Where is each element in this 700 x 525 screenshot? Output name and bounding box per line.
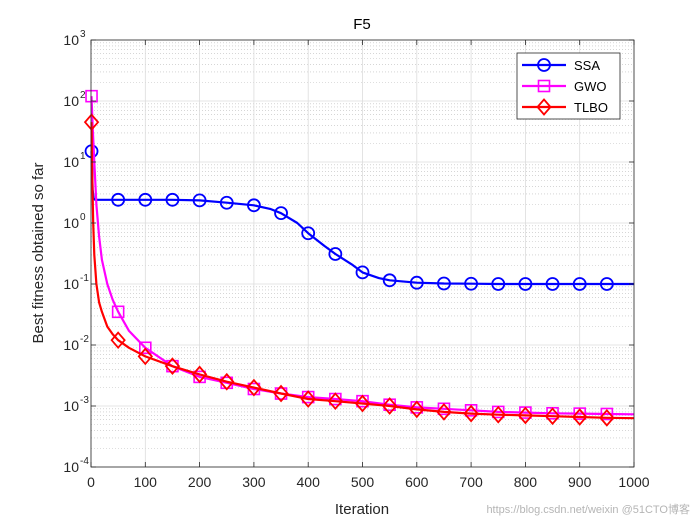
y-tick-exponent: 2 [80, 90, 86, 101]
series-marker-ssa [219, 195, 234, 210]
series-marker-tlbo [137, 347, 153, 366]
y-tick-label: 10 [63, 93, 79, 109]
x-tick-label: 200 [188, 474, 212, 490]
series-marker-gwo [139, 341, 152, 355]
series-marker-tlbo [517, 406, 534, 425]
x-tick-label: 900 [568, 474, 592, 490]
series-line-tlbo [90, 122, 635, 420]
y-tick-label: 10 [63, 398, 79, 414]
series-marker-ssa [599, 277, 614, 291]
ticks-layer: 10 -410 -310 -210 -110 010 110 210 30 100 200 300 40… [63, 29, 649, 490]
y-tick-exponent: 3 [80, 29, 86, 40]
series-marker-ssa [572, 277, 587, 291]
series-line-gwo [90, 96, 635, 416]
series-marker-gwo [600, 407, 614, 421]
series-marker-tlbo [246, 378, 262, 397]
series-marker-ssa [355, 265, 370, 280]
y-axis-label: Best fitness obtained so far [30, 163, 47, 344]
y-tick-base: 10 [63, 459, 79, 475]
y-tick-label: 10 [63, 154, 79, 170]
series-marker-tlbo [300, 390, 316, 408]
series-marker-tlbo [463, 404, 479, 423]
series-marker-ssa [464, 276, 479, 291]
x-tick-label: 500 [351, 474, 375, 490]
series-marker-ssa [328, 247, 343, 261]
series-marker-tlbo [191, 365, 208, 384]
y-tick-label: 10 [63, 276, 79, 292]
x-axis-label: Iteration [335, 501, 389, 518]
y-tick-exponent: -4 [80, 456, 89, 467]
x-tick-label: 0 [87, 474, 95, 490]
series-marker-tlbo [490, 405, 506, 424]
series-marker-ssa [111, 192, 126, 207]
chart-title: F5 [353, 16, 371, 33]
y-tick-base: 10 [63, 398, 79, 414]
series-marker-ssa [192, 193, 207, 208]
y-tick-label: 10 [63, 459, 79, 475]
y-tick-base: 10 [63, 93, 79, 109]
x-tick-label: 400 [297, 474, 321, 490]
y-tick-label: 10 [63, 32, 79, 48]
y-tick-base: 10 [63, 276, 79, 292]
series-marker-tlbo [273, 384, 289, 403]
series-marker-ssa [518, 277, 533, 291]
series-marker-tlbo [83, 113, 100, 132]
series-marker-tlbo [110, 331, 126, 350]
series-marker-ssa [491, 277, 506, 291]
series-marker-gwo [111, 305, 125, 319]
y-tick-exponent: 1 [80, 151, 86, 162]
series-marker-tlbo [544, 407, 561, 426]
x-tick-label: 100 [134, 474, 158, 490]
x-tick-label: 1000 [618, 474, 649, 490]
series-marker-tlbo [327, 392, 344, 411]
series-marker-tlbo [436, 403, 452, 421]
series-marker-ssa [138, 192, 153, 207]
watermark: https://blog.csdn.net/weixin @51CTO博客 [486, 504, 690, 516]
y-tick-label: 10 [63, 215, 79, 231]
y-tick-base: 10 [63, 154, 79, 170]
series-marker-tlbo [599, 408, 615, 427]
series-line-ssa [90, 151, 634, 286]
series-marker-ssa [246, 198, 261, 213]
series-marker-ssa [274, 206, 288, 221]
legend-marker-tlbo [536, 98, 552, 116]
series-layer [83, 89, 635, 427]
legend-label-gwo: GWO [574, 79, 607, 94]
y-tick-exponent: 0 [80, 212, 86, 223]
series-marker-ssa [165, 192, 180, 207]
series-marker-tlbo [409, 400, 425, 419]
y-tick-base: 10 [63, 215, 79, 231]
series-marker-ssa [545, 277, 560, 291]
legend-label-tlbo: TLBO [574, 100, 608, 115]
x-tick-label: 600 [405, 474, 429, 490]
series-marker-ssa [409, 275, 424, 290]
x-tick-label: 700 [459, 474, 483, 490]
series-marker-tlbo [381, 397, 398, 415]
series-marker-tlbo [219, 372, 235, 391]
series-marker-tlbo [354, 394, 371, 413]
series-marker-ssa [382, 273, 397, 288]
y-tick-exponent: -3 [80, 395, 89, 406]
legend-label-ssa: SSA [574, 58, 600, 73]
series-marker-ssa [437, 276, 451, 291]
legend: SSA GWO TLBO [516, 52, 621, 120]
grid-minor [91, 42, 634, 449]
series-marker-tlbo [572, 408, 588, 426]
x-tick-label: 300 [242, 474, 266, 490]
series-marker-ssa [301, 226, 316, 241]
y-tick-base: 10 [63, 337, 79, 353]
y-tick-exponent: -1 [80, 273, 89, 284]
y-tick-label: 10 [63, 337, 79, 353]
legend-marker-ssa [537, 58, 551, 72]
series-marker-gwo [85, 89, 98, 103]
y-tick-base: 10 [63, 32, 79, 48]
legend-marker-gwo [537, 79, 551, 93]
series-marker-gwo [573, 407, 587, 420]
y-tick-exponent: -2 [80, 334, 89, 345]
x-tick-label: 800 [514, 474, 538, 490]
series-marker-tlbo [164, 357, 181, 376]
